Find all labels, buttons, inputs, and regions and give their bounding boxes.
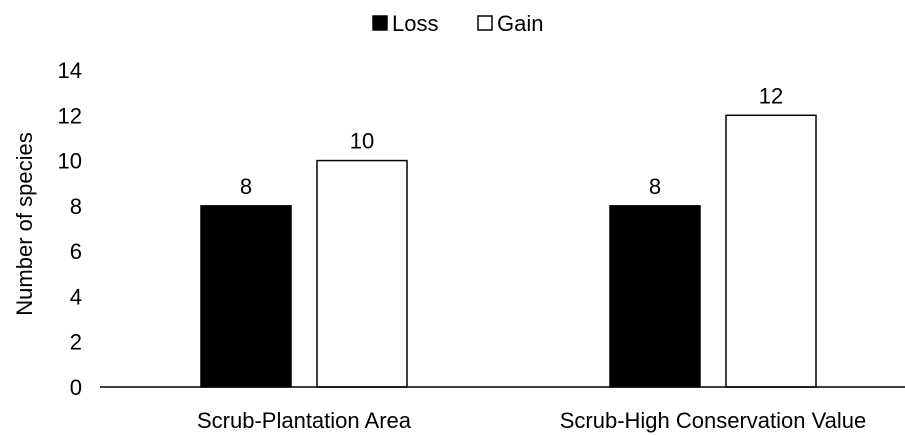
bar-loss-0 [200,205,292,388]
legend-swatch-loss [372,15,388,31]
bar-gain-1 [725,114,817,388]
legend: Loss Gain [372,11,543,36]
data-label-loss-0: 8 [240,174,252,199]
y-tick-label-2: 2 [70,330,82,355]
y-tick-label-14: 14 [58,58,82,83]
data-label-gain-1: 12 [759,83,783,108]
y-axis-title: Number of species [12,132,37,315]
bars [200,114,817,388]
bar-loss-1 [609,205,701,388]
y-tick-label-6: 6 [70,239,82,264]
y-tick-label-8: 8 [70,194,82,219]
category-label-scrub-high-conservation-value: Scrub-High Conservation Value [560,408,867,433]
data-labels: 8 10 8 12 [240,83,783,199]
data-label-gain-0: 10 [350,129,374,154]
y-tick-label-12: 12 [58,103,82,128]
y-axis-ticks: 0 2 4 6 8 10 12 14 [58,58,82,400]
legend-label-loss: Loss [392,11,438,36]
y-tick-label-4: 4 [70,284,82,309]
y-tick-label-0: 0 [70,375,82,400]
bar-gain-0 [316,159,408,388]
legend-label-gain: Gain [497,11,543,36]
category-label-scrub-plantation-area: Scrub-Plantation Area [197,408,412,433]
data-label-loss-1: 8 [649,174,661,199]
legend-swatch-gain [477,15,493,31]
y-tick-label-10: 10 [58,149,82,174]
